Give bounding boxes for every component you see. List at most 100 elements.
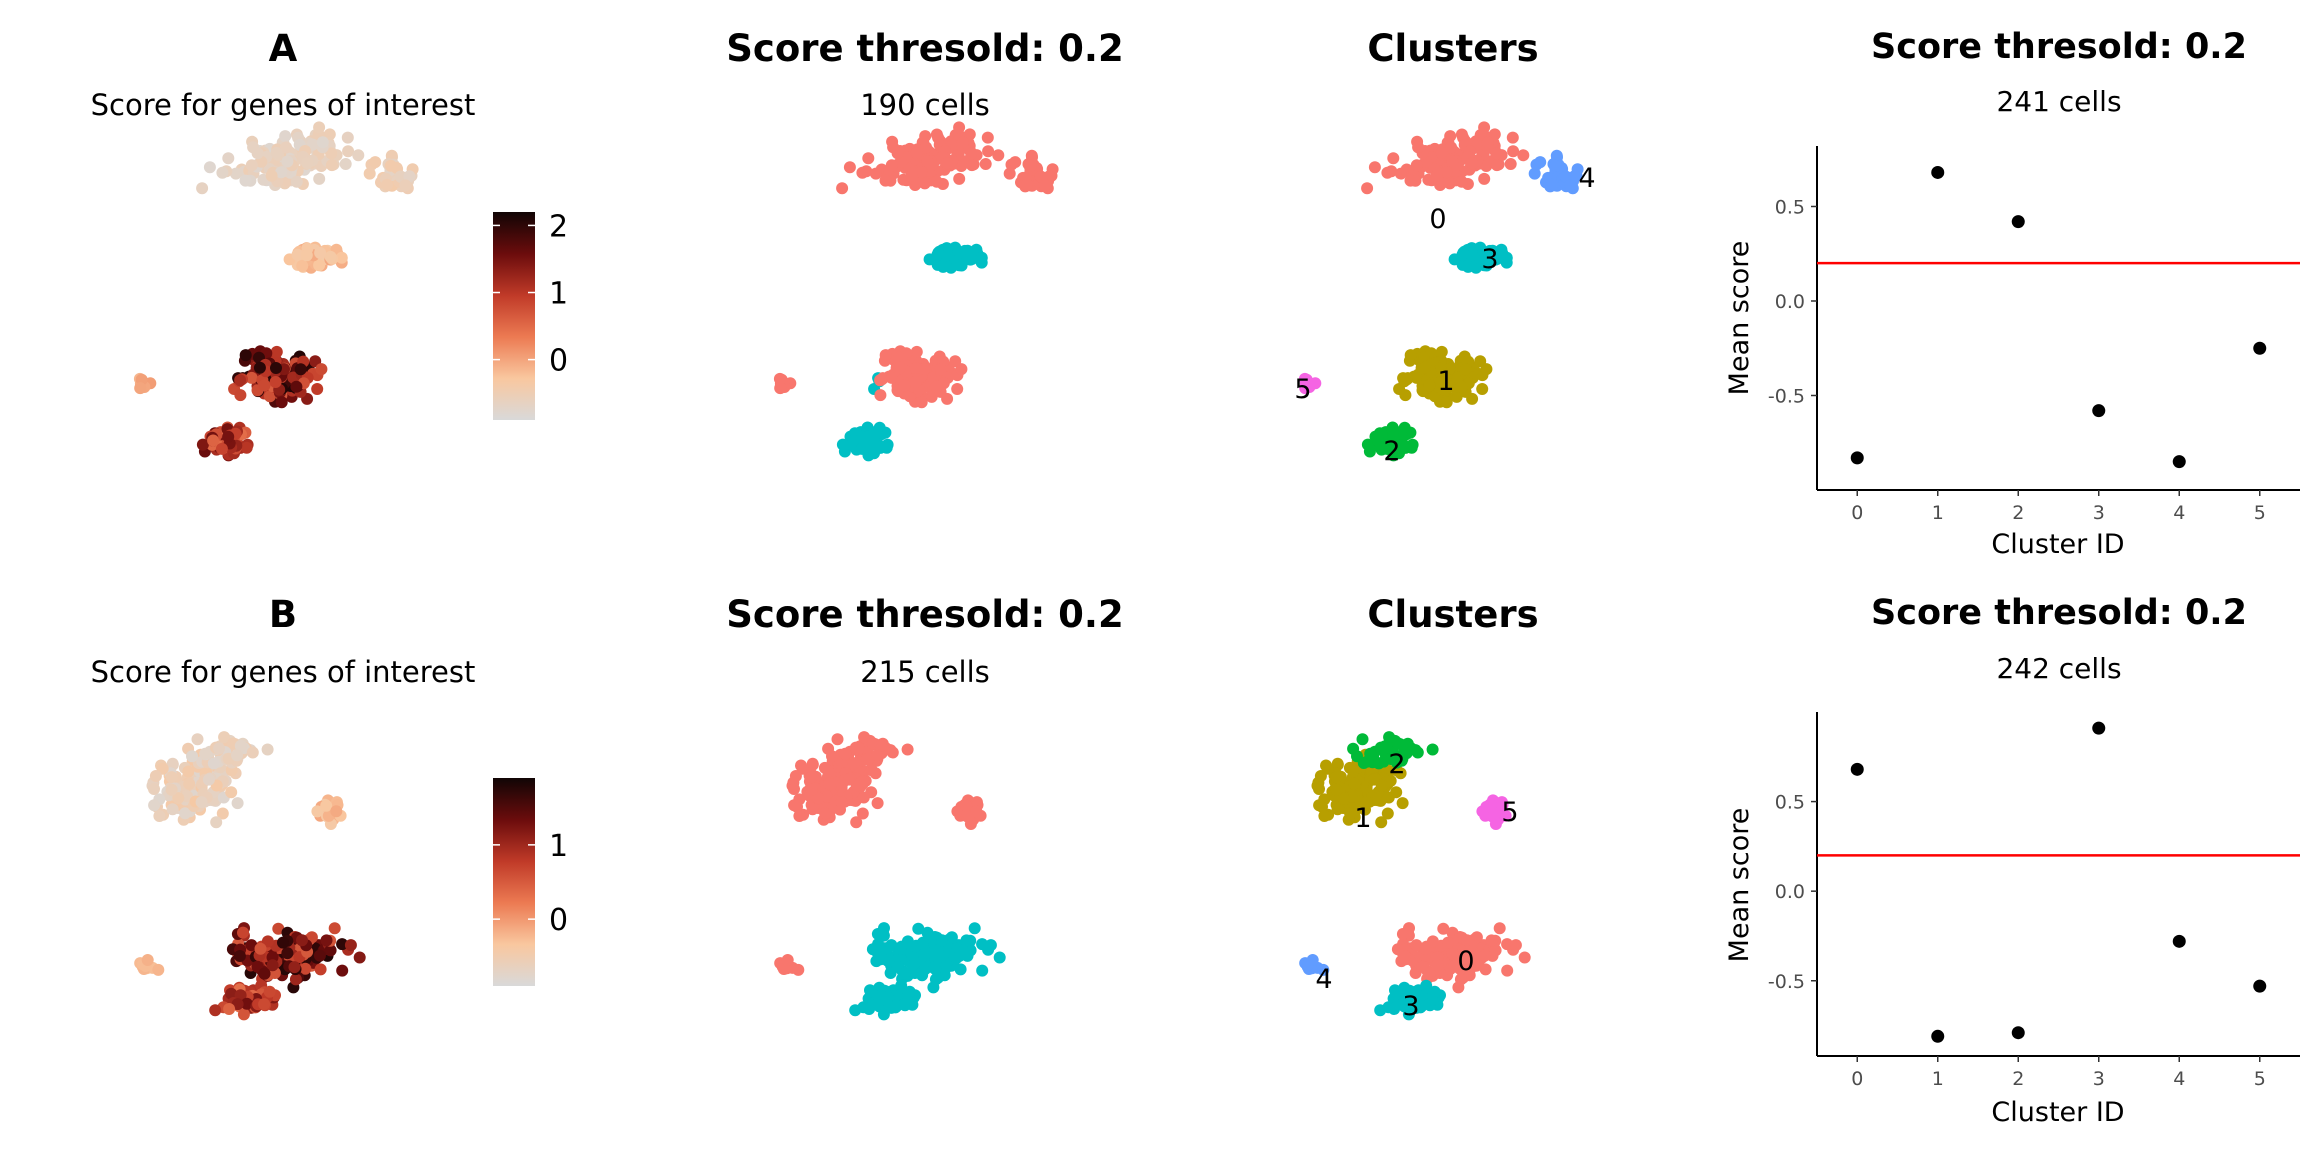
cell-point xyxy=(270,345,283,358)
cell-point xyxy=(165,771,178,784)
mean-score-point xyxy=(2253,979,2267,993)
cell-point xyxy=(976,964,989,977)
cell-point xyxy=(207,757,220,770)
cell-point xyxy=(233,950,246,962)
cell-point xyxy=(1476,383,1489,395)
cell-point xyxy=(1479,963,1492,976)
cell-point xyxy=(352,149,365,162)
cell-point xyxy=(928,961,941,974)
cell-point xyxy=(1364,747,1377,760)
cell-point xyxy=(903,985,916,998)
cell-point xyxy=(353,951,366,964)
cell-point xyxy=(254,942,267,955)
cell-point xyxy=(993,951,1006,964)
cluster-label: 1 xyxy=(1354,803,1371,834)
cell-point xyxy=(191,733,204,746)
cell-point xyxy=(313,121,326,134)
cell-point xyxy=(1461,934,1473,947)
cell-point xyxy=(865,786,878,799)
umap-points-B-clusters xyxy=(1299,731,1531,1021)
cell-point xyxy=(1428,985,1441,998)
cell-point xyxy=(1034,170,1047,183)
panel-label-A: A xyxy=(269,27,298,70)
cell-point xyxy=(1490,159,1503,172)
cell-point xyxy=(1390,987,1403,1000)
cell-point xyxy=(885,939,898,952)
cell-point xyxy=(1361,438,1374,451)
cell-point xyxy=(1314,770,1327,782)
cell-point xyxy=(261,935,274,948)
cell-point xyxy=(1430,169,1443,182)
cell-point xyxy=(270,146,283,159)
cell-point xyxy=(1375,816,1388,829)
cell-point xyxy=(1356,733,1369,746)
cell-point xyxy=(1383,731,1396,744)
cell-point xyxy=(1501,938,1514,951)
x-tick-label: 5 xyxy=(2254,502,2266,524)
cell-point xyxy=(384,159,397,172)
cell-point xyxy=(247,141,260,154)
cell-point xyxy=(789,770,802,782)
cell-point xyxy=(342,145,355,158)
cell-point xyxy=(877,1008,890,1021)
cell-point xyxy=(831,733,844,746)
cell-point xyxy=(898,967,911,980)
cell-point xyxy=(1402,1008,1415,1021)
cell-point xyxy=(1361,182,1374,195)
cell-point xyxy=(823,777,836,790)
cell-point xyxy=(956,136,969,149)
cluster-label: 4 xyxy=(1578,163,1595,194)
cell-point xyxy=(315,363,328,376)
mean-score-point xyxy=(1850,762,1864,776)
mean-score-point xyxy=(2172,455,2186,469)
cluster-labels-B: 0 1 2 3 4 5 xyxy=(1315,749,1518,1022)
cell-point xyxy=(165,783,178,796)
cell-point xyxy=(172,792,185,805)
cell-point xyxy=(223,1003,236,1015)
cell-point xyxy=(965,147,978,160)
cell-point xyxy=(1348,777,1361,790)
cell-point xyxy=(1410,371,1423,384)
cell-point xyxy=(1404,174,1417,187)
cell-point xyxy=(931,248,944,261)
panel-B-clusters: Clusters 0 1 2 3 4 5 xyxy=(1299,593,1539,1022)
x-tick-label: 0 xyxy=(1851,1068,1863,1090)
cell-point xyxy=(910,146,923,159)
cell-point xyxy=(1394,167,1407,180)
cell-point xyxy=(1446,155,1459,168)
cell-point xyxy=(774,382,787,395)
cell-point xyxy=(1478,121,1491,134)
cell-point xyxy=(1396,749,1408,762)
panel-B-mean-score: Score thresold: 0.2 242 cells 0.5 0.0 -0.5… xyxy=(1724,593,2300,1128)
cell-point xyxy=(1039,179,1052,192)
cell-point xyxy=(1399,739,1412,752)
cell-point xyxy=(1437,922,1450,935)
cell-point xyxy=(261,743,274,756)
cell-point xyxy=(290,175,303,188)
cell-point xyxy=(1445,141,1458,154)
x-tick-label: 1 xyxy=(1932,502,1944,524)
cluster-label: 0 xyxy=(1429,204,1446,235)
cell-point xyxy=(336,964,349,977)
cell-point xyxy=(862,152,875,165)
cell-point xyxy=(1461,259,1474,272)
colorbar-ticks-B: 10 xyxy=(493,829,568,938)
cell-point xyxy=(1480,363,1493,376)
cell-point xyxy=(222,430,235,443)
cell-point xyxy=(1507,145,1520,158)
cell-point xyxy=(992,149,1005,162)
cell-point xyxy=(939,962,952,975)
cell-point xyxy=(1501,964,1514,977)
cell-point xyxy=(1372,434,1385,447)
cell-point xyxy=(964,250,977,263)
cell-point xyxy=(805,783,818,796)
cell-point xyxy=(1464,962,1477,975)
cell-point xyxy=(336,938,349,951)
x-tick-label: 0 xyxy=(1851,502,1863,524)
mean-score-plot-B: 0.5 0.0 -0.5 0 1 2 3 4 5 xyxy=(1768,712,2300,1090)
cell-point xyxy=(299,962,312,975)
cell-point xyxy=(858,731,871,744)
mean-score-point xyxy=(2253,341,2267,355)
cell-point xyxy=(903,390,916,403)
cell-point xyxy=(222,152,235,165)
